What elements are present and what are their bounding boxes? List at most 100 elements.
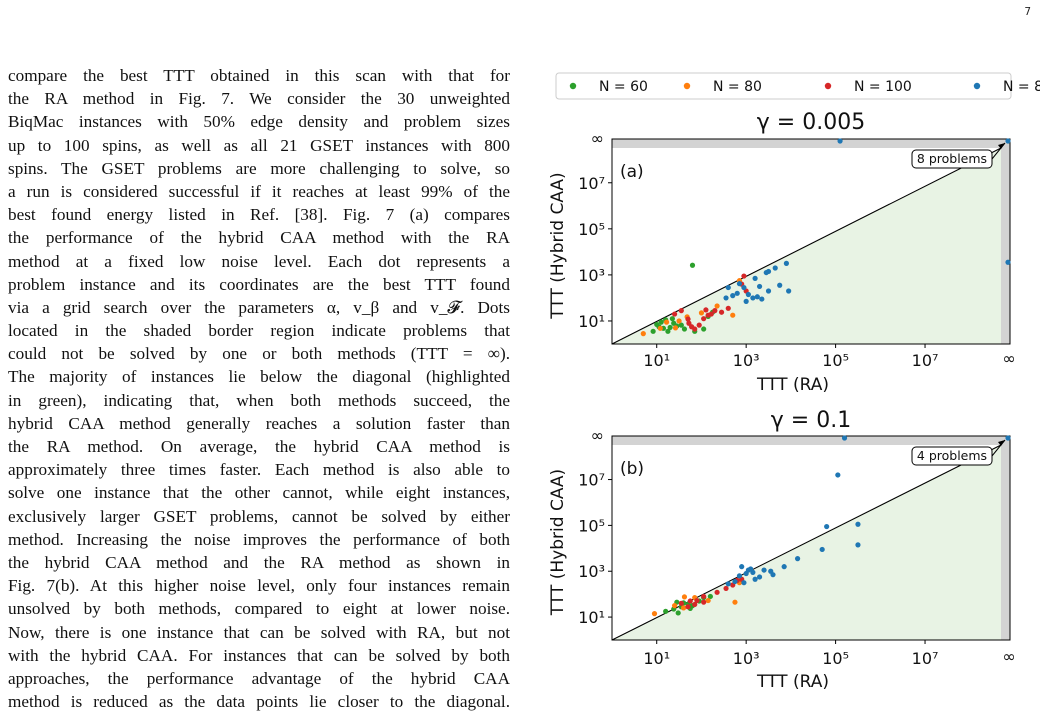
data-point [714, 589, 720, 595]
data-point [732, 578, 738, 585]
x-tick-label: 10¹ [643, 351, 670, 370]
text-line: method is reduced as the data points lie… [8, 692, 510, 712]
data-point [663, 608, 669, 614]
data-point [750, 295, 756, 301]
x-tick-label: 10³ [733, 649, 760, 668]
figure-7: N = 60 N = 80 N = 100 N = 800 γ = 0.005 (a) 10… [540, 64, 1040, 709]
data-point [680, 605, 687, 611]
legend-marker [569, 82, 577, 90]
text-line: Fig. 7(b). At this higher noise level, o… [8, 576, 510, 596]
text-line: in green), indicating that, when both me… [8, 390, 510, 410]
data-point [678, 600, 684, 606]
data-point [650, 328, 656, 334]
y-tick-label: 10⁷ [578, 471, 605, 490]
legend-marker [824, 82, 832, 90]
data-point [736, 281, 743, 287]
legend-label: N = 100 [854, 79, 912, 95]
data-point [772, 265, 778, 271]
data-point [707, 593, 713, 600]
data-point [676, 318, 682, 324]
data-point [754, 294, 760, 300]
data-point [678, 322, 684, 328]
y-tick-label: 10³ [578, 266, 605, 285]
data-point [654, 321, 660, 328]
data-point [824, 523, 830, 530]
text-line: problem instance and its coordinates are… [8, 274, 510, 294]
data-point [692, 601, 698, 608]
text-line: a run is considered successful if it rea… [8, 181, 510, 201]
data-point [1005, 259, 1011, 265]
data-point [756, 574, 763, 580]
data-point [855, 542, 861, 548]
diagonal-line [611, 147, 1002, 345]
data-point [698, 310, 705, 316]
x-tick-label-infinity: ∞ [1002, 349, 1015, 368]
text-line: method at a fixed low noise level. Each … [8, 251, 510, 271]
data-point [770, 572, 776, 578]
text-line: with the hybrid CAA. For instances that … [8, 645, 510, 665]
data-point [743, 298, 749, 304]
x-tick-label: 10³ [733, 351, 760, 370]
data-point [667, 324, 673, 331]
data-point [665, 328, 671, 334]
text-line: best found energy listed in Ref. [38]. F… [8, 205, 510, 225]
y-axis-label: TTT (Hybrid CAA) [548, 172, 568, 319]
x-axis-label: TTT (RA) [756, 672, 829, 692]
data-point [1005, 138, 1011, 144]
x-tick-label: 10⁷ [912, 351, 939, 370]
x-tick-label: 10¹ [643, 649, 670, 668]
page-number: 7 [1024, 6, 1031, 18]
data-point [672, 325, 679, 331]
panel-title: γ = 0.1 [771, 408, 851, 433]
y-tick-label: 10³ [578, 562, 605, 581]
data-point [725, 305, 731, 311]
data-point [672, 311, 678, 317]
data-point [708, 311, 714, 317]
data-point [725, 581, 731, 587]
data-point [739, 564, 745, 570]
data-point [745, 291, 751, 298]
data-point [675, 610, 681, 616]
data-point [701, 326, 707, 332]
infinity-band-top [612, 139, 1010, 148]
annotation-text: 8 problems [917, 151, 987, 166]
data-point [723, 585, 729, 592]
text-line: The majority of instances lie below the … [8, 367, 510, 387]
data-point [685, 604, 691, 610]
legend-box [555, 72, 1012, 100]
data-point [692, 326, 698, 332]
legend-label: N = 60 [599, 79, 648, 95]
data-point [663, 319, 670, 325]
x-tick-label: 10⁷ [912, 649, 939, 668]
data-point [640, 331, 646, 337]
data-point [761, 567, 767, 573]
data-point [841, 435, 848, 441]
data-point [687, 598, 693, 604]
data-point [781, 564, 787, 570]
figure-svg: N = 60 N = 80 N = 100 N = 800 γ = 0.005 (a) 10… [548, 72, 1040, 692]
data-point [765, 288, 772, 294]
data-point [750, 569, 756, 575]
annotation-box [911, 149, 993, 169]
data-point [705, 597, 711, 604]
y-tick-label: 10⁵ [578, 220, 605, 239]
x-axis-label: TTT (RA) [756, 375, 829, 395]
y-axis-label: TTT (Hybrid CAA) [548, 469, 568, 616]
panel-title: γ = 0.005 [757, 110, 865, 135]
data-point [730, 293, 736, 299]
panel-label: (b) [620, 459, 644, 479]
text-line: exclusively larger GSET problems, cannot… [8, 506, 510, 526]
y-tick-label-infinity: ∞ [591, 129, 604, 148]
data-point [701, 599, 707, 605]
y-tick-label-infinity: ∞ [591, 426, 604, 445]
annotation-text: 4 problems [917, 448, 987, 463]
annotation-arrowhead [998, 440, 1005, 446]
data-point [741, 273, 747, 279]
diagonal-line [611, 444, 1002, 641]
text-line: the RA method. On average, the hybrid CA… [8, 437, 510, 456]
data-point [681, 326, 688, 332]
legend-marker [683, 82, 691, 90]
data-point [736, 573, 743, 579]
data-point [763, 269, 769, 276]
infinity-band-right [1001, 436, 1010, 640]
